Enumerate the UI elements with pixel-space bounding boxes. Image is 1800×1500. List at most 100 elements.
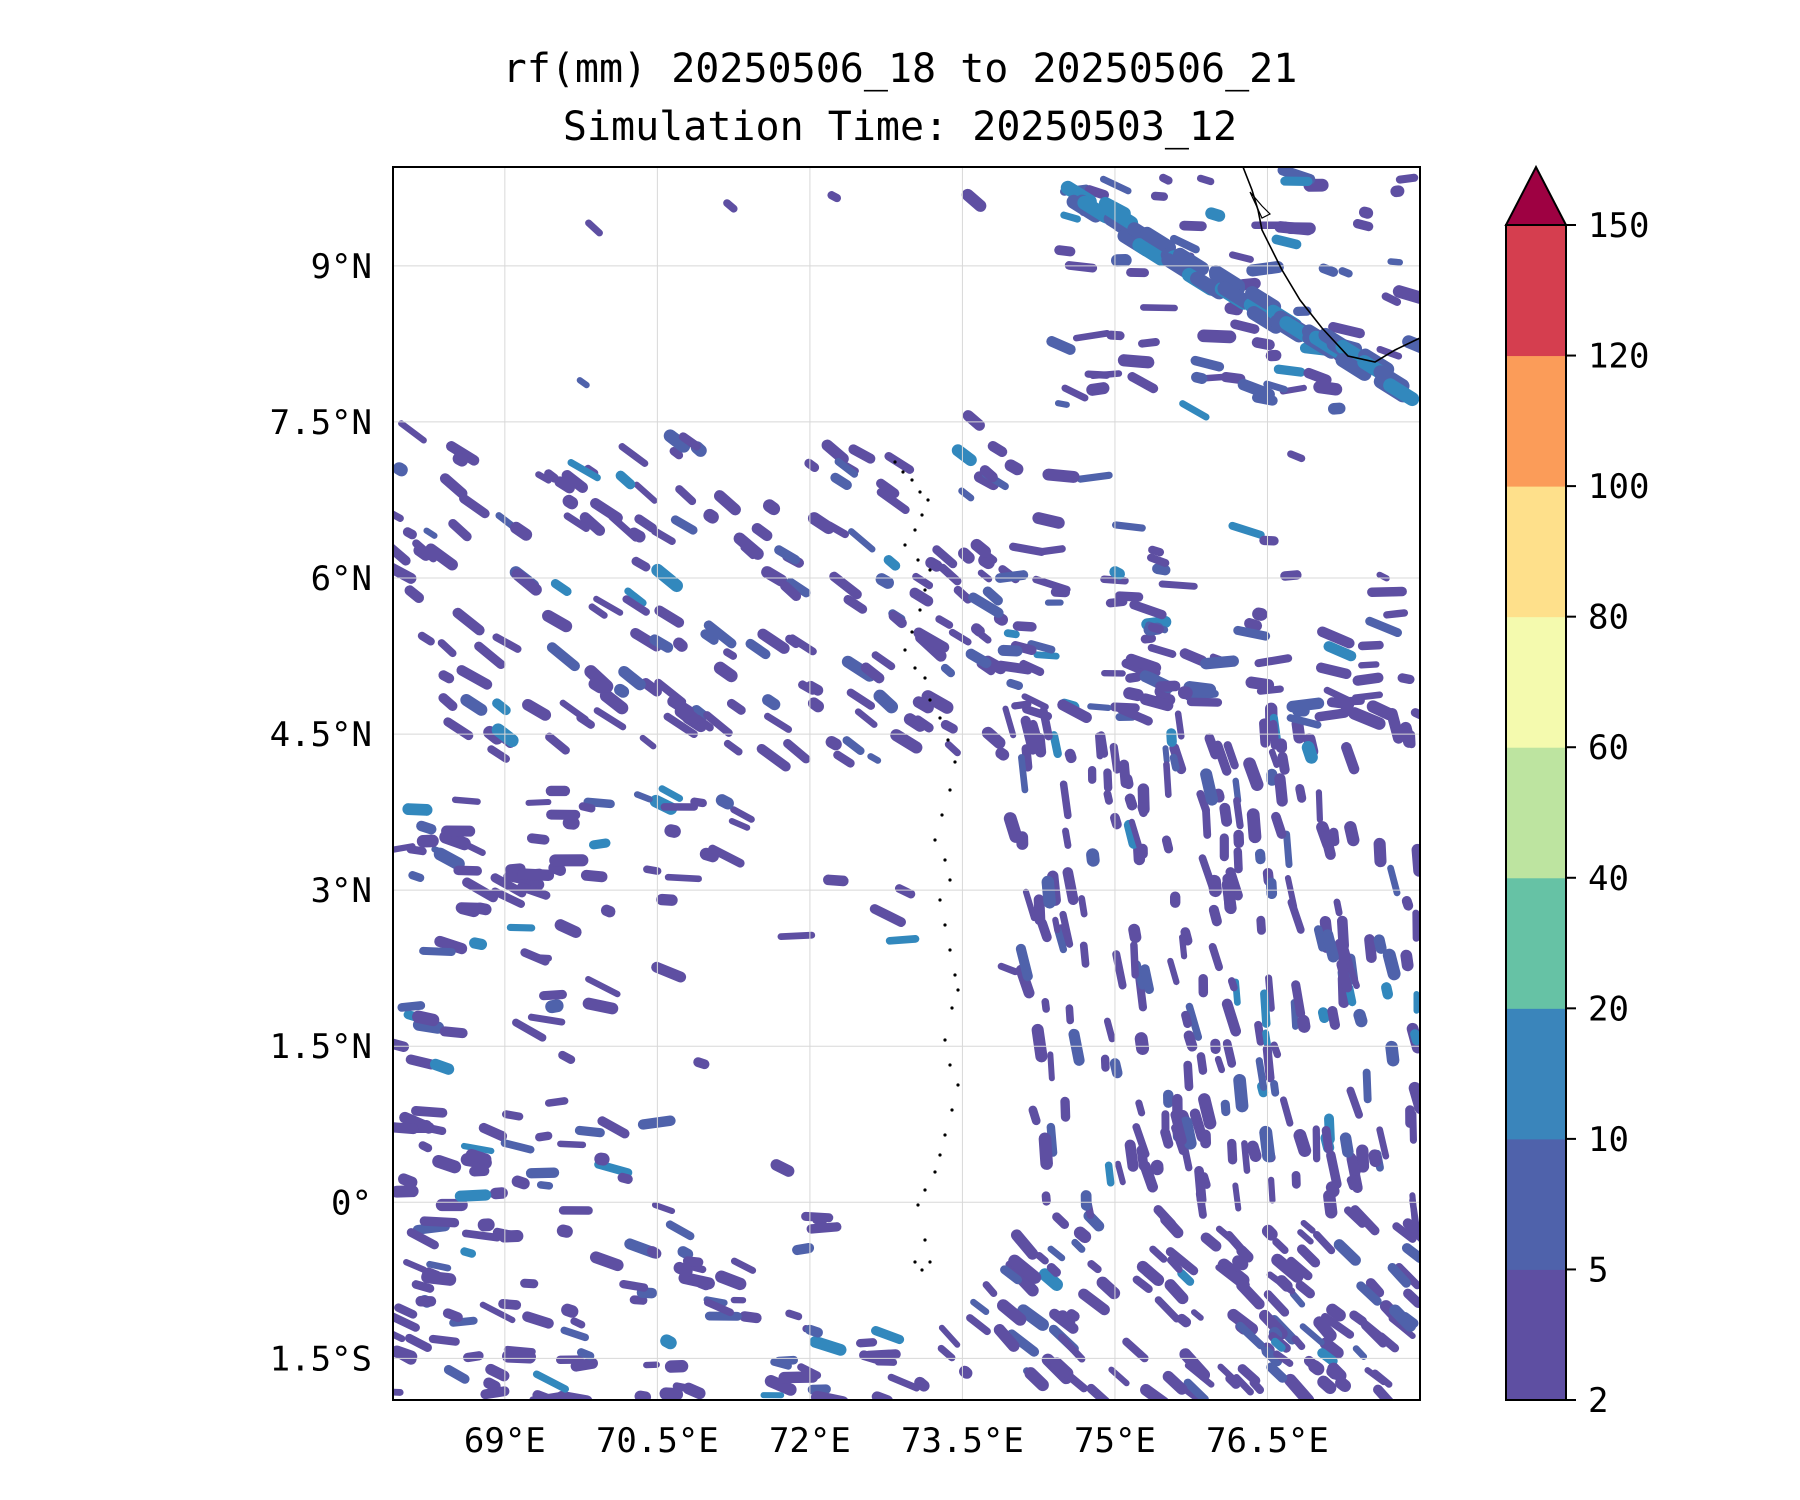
- rain-cell: [651, 961, 687, 983]
- rain-cell: [829, 571, 862, 600]
- rain-cell: [1323, 641, 1357, 662]
- rain-cell: [883, 555, 901, 571]
- rain-cell: [506, 923, 536, 932]
- rain-cell: [1251, 337, 1275, 351]
- rain-cell: [965, 648, 992, 669]
- rain-cell: [935, 615, 954, 629]
- rain-cell: [703, 711, 733, 737]
- rain-cell: [807, 1384, 831, 1395]
- rain-cell: [856, 1338, 878, 1348]
- rain-cell: [1016, 831, 1029, 850]
- rain-cell: [443, 1364, 470, 1384]
- rain-cell: [563, 512, 590, 532]
- rain-cell: [1390, 185, 1405, 198]
- rain-cell: [1161, 835, 1174, 854]
- rain-cell: [682, 1382, 706, 1400]
- rain-cell: [614, 683, 630, 698]
- rain-cell: [1387, 258, 1403, 266]
- rain-cell: [1350, 1205, 1380, 1236]
- rain-cell: [875, 573, 894, 589]
- rain-cell: [1325, 1181, 1340, 1198]
- rain-cell: [925, 556, 943, 572]
- rain-cell: [1200, 1232, 1222, 1252]
- rain-cell: [421, 1270, 457, 1286]
- rain-cell: [1399, 721, 1416, 748]
- rain-cell: [554, 476, 575, 494]
- rain-cell: [1297, 1014, 1311, 1033]
- rain-cell: [726, 698, 746, 715]
- rain-cell: [469, 937, 488, 950]
- rain-cell: [1108, 1366, 1130, 1387]
- rain-cell: [393, 1037, 410, 1053]
- rain-cell: [1291, 1335, 1306, 1351]
- rain-cell: [1271, 234, 1302, 250]
- rain-cell: [1086, 382, 1110, 396]
- rain-cell: [723, 648, 738, 660]
- rain-cell: [1132, 1275, 1153, 1294]
- rain-cell: [437, 639, 457, 658]
- rain-cell: [774, 1355, 798, 1366]
- rain-cell: [723, 199, 738, 213]
- rain-cell: [1097, 731, 1109, 758]
- rain-cell: [913, 715, 934, 733]
- rain-cell: [871, 651, 896, 671]
- rain-cell: [599, 689, 629, 715]
- rain-cell: [576, 1348, 595, 1361]
- rain-cell: [1172, 1093, 1183, 1121]
- rain-cell: [1024, 1367, 1049, 1392]
- rain-cell: [1103, 768, 1113, 792]
- rain-cell: [978, 553, 995, 570]
- rain-cell: [1086, 848, 1100, 867]
- rain-cell: [1062, 867, 1079, 906]
- atoll-island: [948, 1063, 952, 1067]
- rain-cell: [517, 868, 555, 881]
- rain-cell: [842, 736, 865, 756]
- rain-cell: [1139, 226, 1177, 255]
- rain-cell: [713, 490, 741, 516]
- rain-cell: [1128, 923, 1142, 944]
- rain-cell: [1322, 929, 1339, 963]
- rain-cell: [576, 377, 590, 389]
- rain-cell: [827, 191, 842, 203]
- rain-cell: [1111, 253, 1132, 267]
- rain-cell: [1246, 1140, 1262, 1162]
- rain-cell: [1339, 1132, 1354, 1158]
- rain-cell: [715, 1270, 747, 1291]
- rain-cell: [938, 1324, 961, 1348]
- rain-cell: [912, 696, 934, 714]
- rain-cell: [1343, 1206, 1367, 1228]
- rain-cell: [807, 697, 825, 713]
- rain-cell: [529, 1392, 562, 1400]
- rain-cell: [393, 1388, 404, 1396]
- lat-tick-label: 1.5°N: [270, 1027, 372, 1067]
- rain-cell: [739, 1311, 762, 1324]
- rain-cell: [940, 663, 956, 678]
- rain-cell: [981, 726, 1006, 749]
- colorbar-bin: [1506, 225, 1566, 357]
- rain-cell: [809, 1336, 847, 1356]
- rain-cell: [730, 1257, 757, 1274]
- rain-cell: [821, 439, 849, 465]
- rain-cell: [1041, 998, 1050, 1013]
- rain-cell: [1052, 916, 1061, 934]
- rain-cell: [1054, 400, 1070, 408]
- rain-cell: [1137, 802, 1148, 818]
- rain-cell: [1364, 934, 1377, 963]
- rain-cell: [1376, 1332, 1400, 1353]
- rain-cell: [1179, 220, 1207, 232]
- rain-cell: [1358, 661, 1380, 669]
- rain-cell: [561, 1303, 579, 1318]
- rain-cell: [1006, 678, 1023, 691]
- rain-cell: [1112, 950, 1127, 990]
- rain-cell: [780, 580, 802, 602]
- rain-cell: [1272, 1238, 1289, 1255]
- atoll-island: [943, 1133, 947, 1137]
- rain-cell: [1084, 185, 1110, 200]
- rain-cell: [1395, 1262, 1420, 1290]
- rain-cell: [970, 1298, 990, 1316]
- rain-cell: [660, 1334, 677, 1350]
- rain-cell: [760, 1392, 785, 1399]
- rain-cell: [1079, 941, 1090, 968]
- rain-cell: [1299, 1323, 1325, 1346]
